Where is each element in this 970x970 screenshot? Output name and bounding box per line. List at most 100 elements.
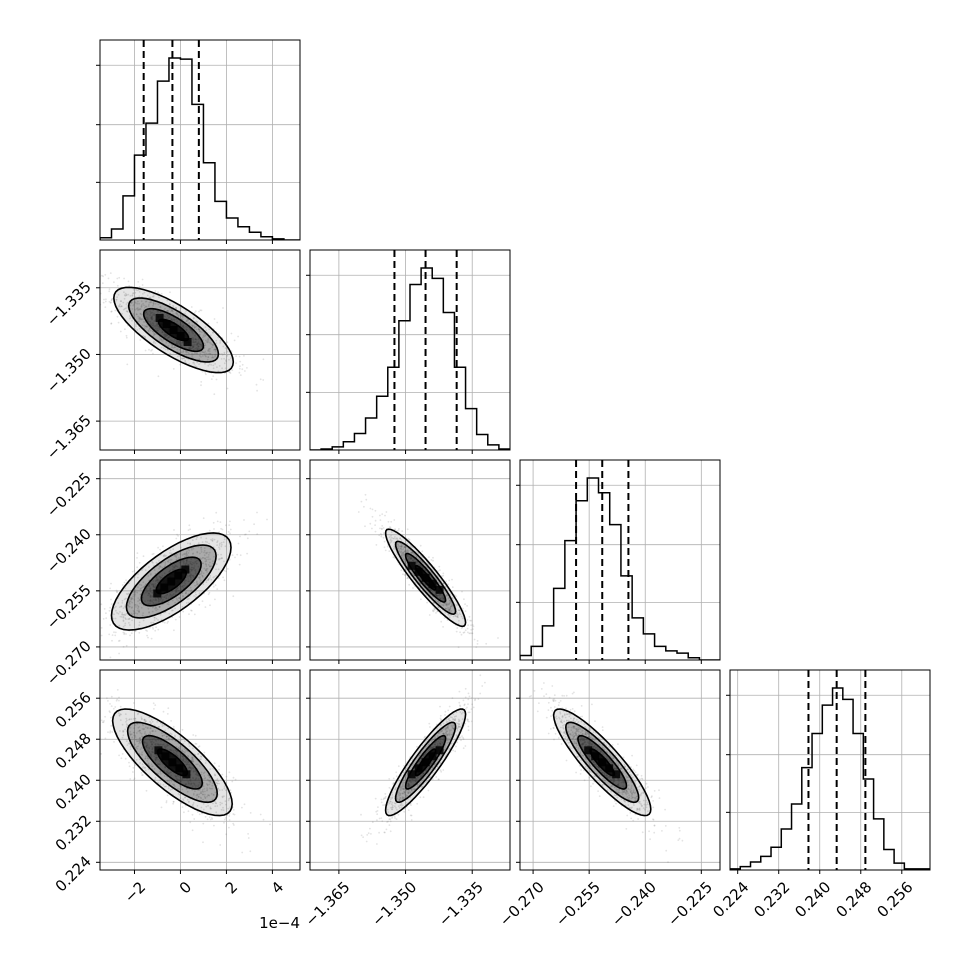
sample-point — [149, 739, 151, 741]
sample-point — [148, 583, 151, 586]
sample-point — [438, 594, 441, 597]
sample-point — [419, 577, 422, 580]
sample-point — [198, 328, 201, 331]
sample-point — [141, 774, 144, 776]
sample-point — [204, 563, 207, 565]
sample-point — [120, 605, 123, 607]
sample-point — [125, 334, 128, 337]
sample-point — [136, 302, 139, 305]
sample-point — [204, 362, 206, 365]
sample-point — [175, 311, 178, 314]
sample-point — [130, 612, 133, 615]
sample-point — [148, 585, 151, 588]
panel-content — [100, 250, 300, 450]
sample-point — [199, 796, 202, 799]
sample-point — [194, 352, 196, 355]
sample-point — [219, 521, 222, 523]
sample-point — [450, 601, 453, 604]
sample-point — [197, 746, 200, 748]
sample-point — [134, 717, 137, 720]
sample-point — [128, 765, 131, 768]
sample-point — [181, 559, 184, 562]
sample-point — [410, 552, 413, 554]
sample-point — [391, 794, 394, 796]
sample-point — [391, 806, 394, 809]
sample-point — [151, 729, 154, 732]
sample-point — [159, 770, 162, 773]
sample-point — [153, 332, 155, 335]
sample-point — [192, 344, 194, 346]
sample-point — [205, 560, 208, 562]
sample-point — [123, 633, 126, 636]
sample-point — [395, 807, 397, 809]
sample-point — [100, 753, 103, 755]
sample-point — [194, 778, 197, 781]
sample-point — [399, 804, 402, 807]
density-bin — [167, 577, 176, 586]
sample-point — [121, 613, 124, 616]
sample-point — [397, 547, 400, 550]
sample-point — [144, 769, 147, 772]
sample-point — [374, 519, 377, 522]
sample-point — [174, 565, 177, 567]
sample-point — [200, 546, 203, 549]
sample-point — [209, 806, 212, 809]
sample-point — [168, 570, 171, 572]
sample-point — [118, 639, 121, 642]
sample-point — [390, 520, 393, 523]
sample-point — [463, 598, 465, 601]
sample-point — [161, 574, 164, 577]
sample-point — [191, 804, 194, 807]
sample-point — [171, 565, 174, 567]
sample-point — [128, 602, 131, 604]
sample-point — [136, 329, 139, 331]
sample-point — [207, 353, 210, 355]
sample-point — [157, 743, 160, 746]
sample-point — [164, 563, 167, 565]
sample-point — [149, 312, 152, 315]
sample-point — [160, 806, 163, 809]
sample-point — [388, 550, 391, 552]
sample-point — [125, 726, 128, 728]
sample-point — [155, 754, 158, 757]
sample-point — [440, 724, 442, 726]
sample-point — [176, 587, 179, 590]
sample-point — [172, 346, 175, 349]
sample-point — [205, 563, 208, 566]
sample-point — [145, 311, 148, 314]
sample-point — [473, 638, 476, 641]
sample-point — [241, 363, 244, 366]
sample-point — [468, 632, 471, 635]
sample-point — [138, 742, 140, 745]
sample-point — [153, 619, 156, 621]
sample-point — [212, 375, 215, 377]
sample-point — [161, 331, 164, 334]
sample-point — [182, 757, 185, 760]
sample-point — [168, 612, 171, 615]
sample-point — [384, 831, 386, 834]
sample-point — [219, 557, 222, 560]
sample-point — [225, 359, 227, 362]
sample-point — [452, 718, 454, 721]
sample-point — [138, 599, 141, 602]
sample-point — [147, 751, 150, 754]
sample-point — [149, 720, 151, 723]
sample-point — [170, 595, 173, 598]
sample-point — [409, 569, 412, 572]
sample-point — [129, 304, 132, 307]
sample-point — [155, 607, 158, 610]
sample-point — [220, 808, 223, 811]
sample-point — [207, 558, 210, 561]
sample-point — [144, 569, 147, 572]
sample-point — [448, 614, 451, 616]
sample-point — [110, 299, 113, 301]
sample-point — [143, 718, 146, 721]
sample-point — [192, 760, 195, 763]
sample-point — [440, 718, 442, 721]
sample-point — [144, 758, 147, 760]
sample-point — [181, 586, 184, 588]
sample-point — [173, 529, 175, 531]
sample-point — [191, 758, 194, 761]
sample-point — [447, 726, 449, 729]
sample-point — [170, 346, 173, 349]
